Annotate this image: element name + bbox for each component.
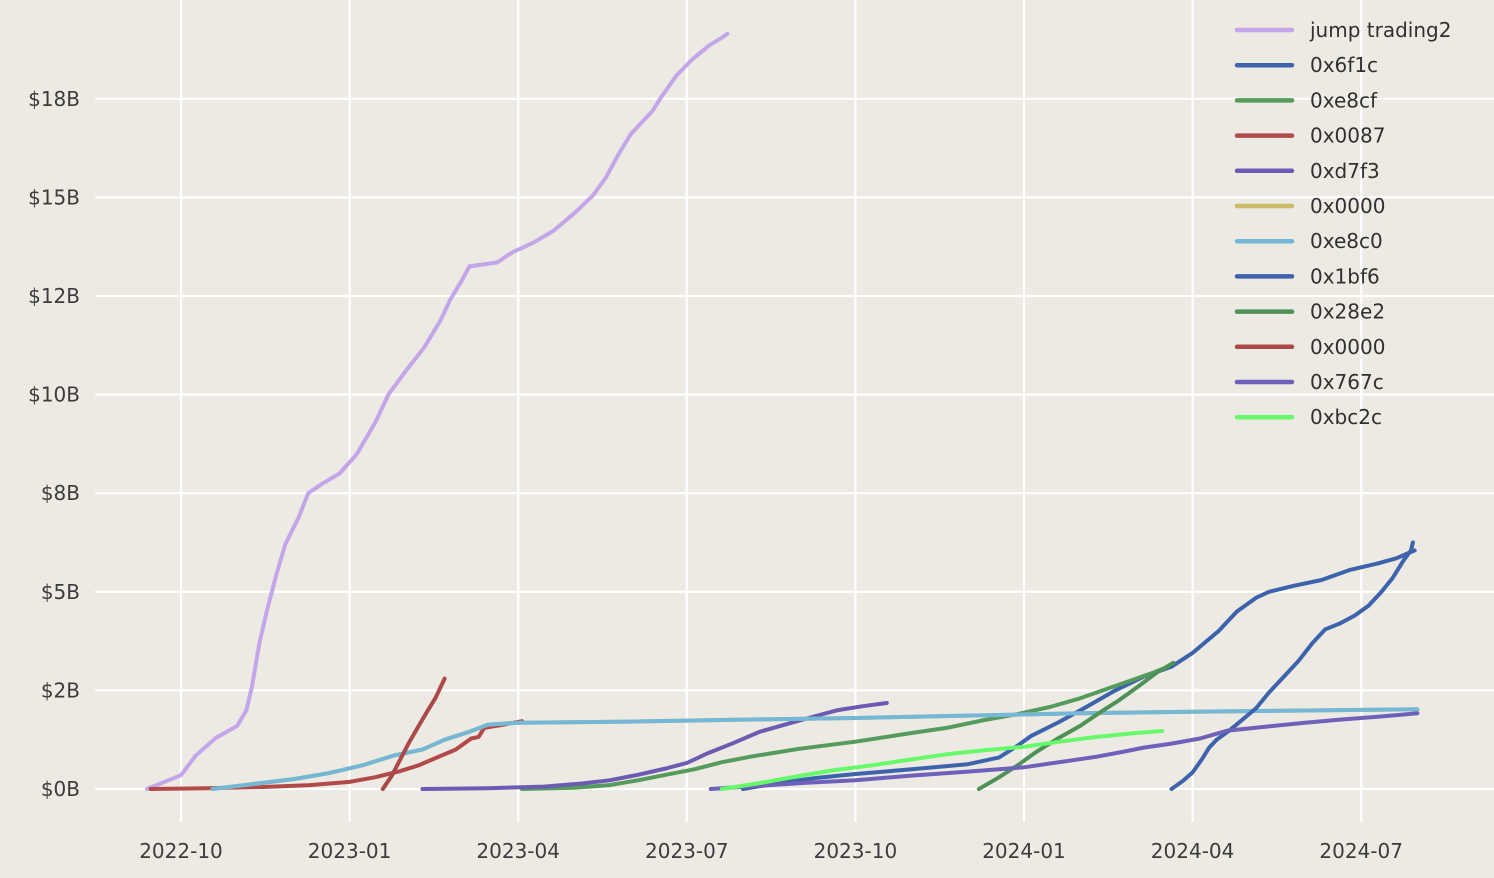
legend-item-0xe8cf: 0xe8cf — [1234, 88, 1378, 112]
y-tick-label: $2B — [41, 678, 80, 702]
y-tick-label: $18B — [28, 87, 80, 111]
series-lines — [145, 31, 1420, 791]
legend-item-0xd7f3: 0xd7f3 — [1234, 159, 1380, 183]
series-line-0x1bf6 — [1169, 540, 1415, 791]
legend-item-0x0000: 0x0000 — [1234, 194, 1385, 218]
legend: jump trading2 0x6f1c 0xe8cf 0x0087 0xd7f3 0x0… — [1234, 18, 1451, 429]
series-line-0xe8cf — [519, 664, 1170, 791]
legend-label: 0x0000 — [1310, 335, 1385, 359]
legend-label: 0x767c — [1310, 370, 1384, 394]
x-tick-label: 2023-04 — [476, 839, 560, 863]
legend-label: 0x1bf6 — [1310, 264, 1380, 288]
legend-label: 0x0087 — [1310, 124, 1385, 148]
y-tick-label: $15B — [28, 185, 80, 209]
legend-item-0x0000: 0x0000 — [1234, 335, 1385, 359]
legend-label: 0xe8cf — [1310, 88, 1378, 112]
legend-label: 0x28e2 — [1310, 300, 1385, 324]
x-tick-label: 2024-04 — [1151, 839, 1235, 863]
legend-label: 0x0000 — [1310, 194, 1385, 218]
legend-label: 0x6f1c — [1310, 53, 1378, 77]
y-tick-label: $12B — [28, 284, 80, 308]
legend-label: 0xd7f3 — [1310, 159, 1380, 183]
series-line-0xbc2c — [719, 729, 1165, 791]
legend-item-jump-trading2: jump trading2 — [1234, 18, 1451, 42]
series-line-0x0087 — [148, 719, 524, 791]
legend-item-0x28e2: 0x28e2 — [1234, 300, 1385, 324]
legend-label: 0xe8c0 — [1310, 229, 1383, 253]
x-axis-tick-labels: 2022-10 2023-01 2023-04 2023-07 2023-10 2024-… — [139, 839, 1403, 863]
gridlines — [95, 0, 1494, 822]
x-tick-label: 2023-01 — [308, 839, 392, 863]
legend-item-0x1bf6: 0x1bf6 — [1234, 264, 1380, 288]
series-line-0x0000 — [380, 676, 447, 791]
series-line-0x767c — [708, 711, 1420, 791]
legend-item-0xe8c0: 0xe8c0 — [1234, 229, 1383, 253]
series-line-0xe8c0 — [210, 707, 1420, 791]
legend-label: 0xbc2c — [1310, 405, 1382, 429]
y-axis-tick-labels: $0B $2B $5B $8B $10B $12B $15B $18B — [28, 87, 80, 801]
x-tick-label: 2022-10 — [139, 839, 223, 863]
legend-item-0x6f1c: 0x6f1c — [1234, 53, 1378, 77]
x-tick-label: 2023-10 — [814, 839, 898, 863]
y-tick-label: $5B — [41, 580, 80, 604]
y-tick-label: $8B — [41, 481, 80, 505]
x-tick-label: 2023-07 — [645, 839, 729, 863]
x-tick-label: 2024-07 — [1319, 839, 1403, 863]
legend-item-0xbc2c: 0xbc2c — [1234, 405, 1382, 429]
x-tick-label: 2024-01 — [982, 839, 1066, 863]
legend-item-0x767c: 0x767c — [1234, 370, 1384, 394]
y-tick-label: $0B — [41, 777, 80, 801]
legend-item-0x0087: 0x0087 — [1234, 124, 1385, 148]
y-tick-label: $10B — [28, 383, 80, 407]
legend-label: jump trading2 — [1309, 18, 1451, 42]
series-line-jump-trading2 — [145, 31, 730, 791]
series-line-0xd7f3 — [420, 701, 889, 791]
